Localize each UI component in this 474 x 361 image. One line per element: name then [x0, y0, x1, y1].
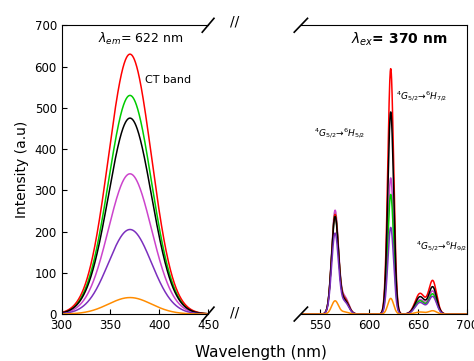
Text: CT band: CT band — [145, 75, 191, 85]
Text: $\lambda_{ex}$= 370 nm: $\lambda_{ex}$= 370 nm — [351, 31, 447, 48]
Text: $^4G_{5/2}$→$^6H_{5/2}$: $^4G_{5/2}$→$^6H_{5/2}$ — [314, 126, 365, 141]
Text: Wavelength (nm): Wavelength (nm) — [195, 345, 327, 360]
Text: //: // — [230, 15, 239, 29]
Text: $\lambda_{em}$= 622 nm: $\lambda_{em}$= 622 nm — [98, 31, 184, 47]
Text: $^4G_{5/2}$→$^6H_{7/2}$: $^4G_{5/2}$→$^6H_{7/2}$ — [396, 89, 447, 104]
Y-axis label: Intensity (a.u): Intensity (a.u) — [15, 121, 29, 218]
Text: //: // — [230, 305, 239, 319]
Text: $^4G_{5/2}$→$^6H_{9/2}$: $^4G_{5/2}$→$^6H_{9/2}$ — [416, 240, 467, 254]
